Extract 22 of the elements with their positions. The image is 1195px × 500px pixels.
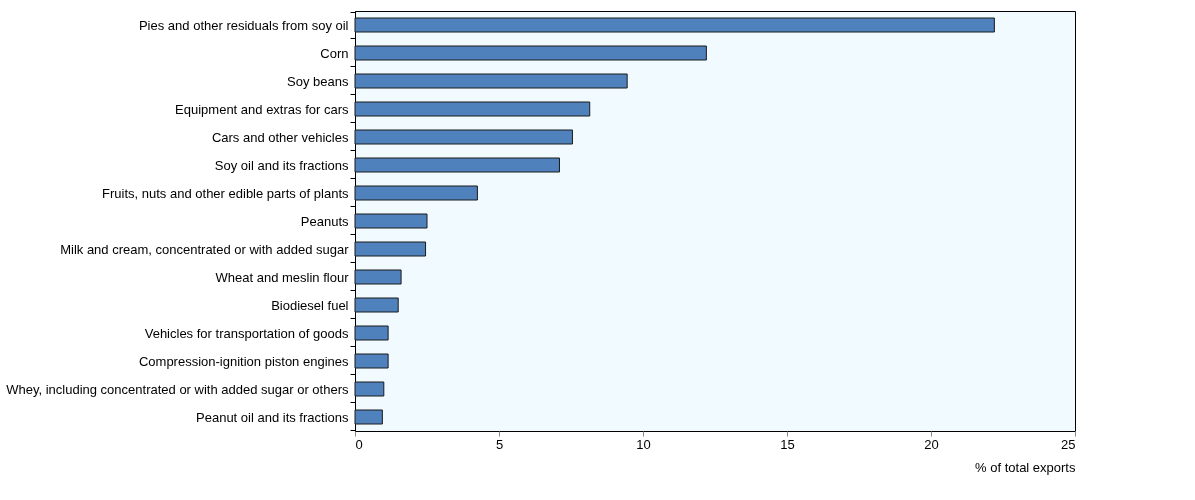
x-tick-label: 15 bbox=[780, 436, 795, 452]
y-tick-label: Peanut oil and its fractions bbox=[196, 409, 349, 425]
y-tick-label: Cars and other vehicles bbox=[211, 129, 349, 145]
x-tick-label: 20 bbox=[924, 436, 939, 452]
x-tick-label: 25 bbox=[1061, 436, 1076, 452]
x-tick-label: 10 bbox=[636, 436, 651, 452]
y-tick-label: Fruits, nuts and other edible parts of plants bbox=[102, 185, 349, 201]
y-tick-label: Soy beans bbox=[287, 73, 349, 89]
y-tick-label: Wheat and meslin flour bbox=[215, 269, 350, 285]
y-tick-label: Compression-ignition piston engines bbox=[138, 353, 349, 369]
y-tick-label: Pies and other residuals from soy oil bbox=[138, 17, 349, 33]
x-axis-title: % of total exports bbox=[975, 459, 1076, 475]
y-tick-label: Biodiesel fuel bbox=[271, 297, 349, 313]
y-tick-label: Corn bbox=[320, 45, 349, 61]
y-tick-label: Whey, including concentrated or with added sugar or others bbox=[6, 381, 349, 397]
y-tick-label: Equipment and extras for cars bbox=[175, 101, 349, 117]
y-tick-label: Milk and cream, concentrated or with added sugar bbox=[60, 241, 350, 257]
y-tick-label: Peanuts bbox=[300, 213, 349, 229]
y-tick-label: Vehicles for transportation of goods bbox=[144, 325, 349, 341]
y-tick-label: Soy oil and its fractions bbox=[214, 157, 349, 173]
x-tick-label: 5 bbox=[495, 436, 504, 452]
x-tick-label: 0 bbox=[355, 436, 363, 452]
